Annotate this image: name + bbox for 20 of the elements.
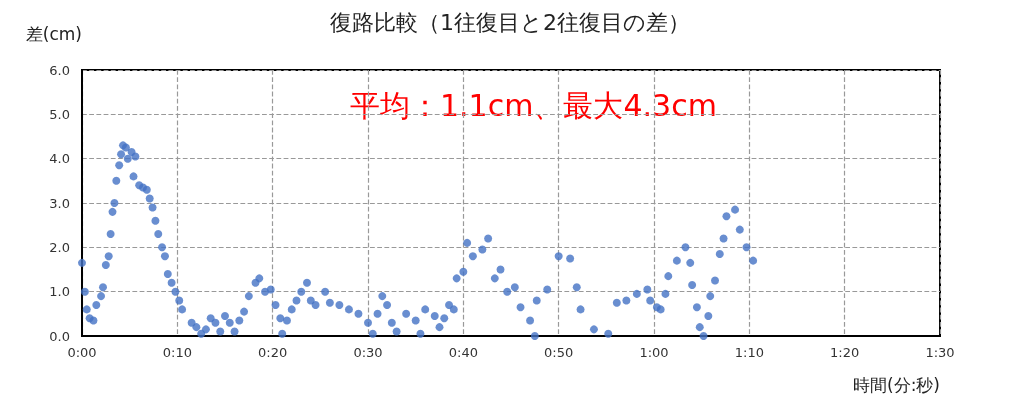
x-axis-title: 時間(分:秒) [853,374,940,395]
x-tick-label: 0:30 [353,345,383,360]
x-tick-label: 0:10 [162,345,192,360]
chart-title: 復路比較（1往復目と2往復目の差） [330,9,690,35]
y-tick-label: 0.0 [49,328,70,344]
x-tick-label: 1:10 [734,345,764,360]
y-tick-label: 6.0 [49,62,70,78]
y-tick-label: 3.0 [49,195,70,211]
y-tick-label: 2.0 [49,239,70,255]
x-tick-label: 0:20 [258,345,288,360]
y-tick-label: 5.0 [49,106,70,122]
x-tick-label: 1:30 [925,345,955,360]
x-tick-label: 0:00 [67,345,97,360]
y-axis-title: 差(cm) [25,23,82,44]
x-tick-label: 1:00 [639,345,669,360]
y-tick-label: 4.0 [49,151,70,167]
y-tick-label: 1.0 [49,284,70,300]
x-tick-label: 0:40 [448,345,478,360]
x-tick-label: 1:20 [830,345,860,360]
x-tick-label: 0:50 [544,345,574,360]
